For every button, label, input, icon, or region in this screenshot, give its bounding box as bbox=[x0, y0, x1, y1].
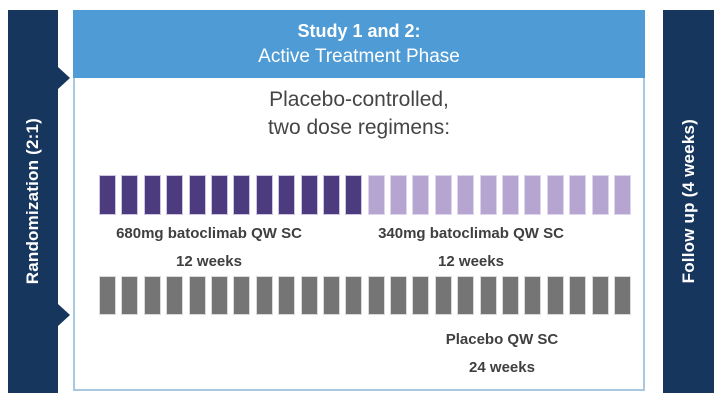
tick-bar-batoclimab-680 bbox=[167, 176, 183, 214]
study-description: Placebo-controlled, two dose regimens: bbox=[75, 86, 643, 142]
tick-bar-batoclimab-340 bbox=[592, 176, 608, 214]
tick-bar-placebo bbox=[256, 277, 272, 314]
tick-bar-batoclimab-340 bbox=[614, 176, 630, 214]
study-description-line2: two dose regimens: bbox=[267, 116, 451, 139]
tick-bar-placebo bbox=[234, 277, 250, 314]
tick-bar-batoclimab-680 bbox=[100, 176, 115, 214]
tick-bar-batoclimab-680 bbox=[211, 176, 227, 214]
tick-bar-batoclimab-680 bbox=[144, 176, 160, 214]
tick-bar-batoclimab-680 bbox=[256, 176, 272, 214]
tick-bar-batoclimab-340 bbox=[391, 176, 407, 214]
tick-bar-batoclimab-340 bbox=[435, 176, 451, 214]
panel-subtitle: Active Treatment Phase bbox=[258, 46, 460, 67]
tick-bar-batoclimab-340 bbox=[458, 176, 474, 214]
arrow-right-icon bbox=[58, 67, 70, 89]
tick-bar-batoclimab-340 bbox=[368, 176, 384, 214]
tick-bar-placebo bbox=[503, 277, 519, 314]
arm-placebo-duration: 24 weeks bbox=[469, 359, 535, 376]
tick-bar-placebo bbox=[525, 277, 541, 314]
arm-340mg-duration: 12 weeks bbox=[438, 253, 504, 270]
tick-bar-placebo bbox=[167, 277, 183, 314]
tick-bar-placebo bbox=[189, 277, 205, 314]
tick-bar-placebo bbox=[614, 277, 630, 314]
tick-bar-placebo bbox=[144, 277, 160, 314]
tick-bar-batoclimab-340 bbox=[503, 176, 519, 214]
tick-bar-batoclimab-340 bbox=[570, 176, 586, 214]
tick-bar-placebo bbox=[435, 277, 451, 314]
tick-bar-placebo bbox=[279, 277, 295, 314]
arm-label-340mg: 340mg batoclimab QW SC 12 weeks bbox=[378, 220, 564, 276]
tick-bar-batoclimab-680 bbox=[234, 176, 250, 214]
panel-title: Study 1 and 2: bbox=[297, 21, 421, 41]
followup-banner: Follow up (4 weeks) bbox=[663, 10, 714, 393]
tick-bar-placebo bbox=[301, 277, 317, 314]
tick-bar-placebo bbox=[346, 277, 362, 314]
tick-bar-batoclimab-680 bbox=[279, 176, 295, 214]
arm-680mg-name: 680mg batoclimab QW SC bbox=[116, 225, 302, 242]
tick-bar-batoclimab-680 bbox=[301, 176, 317, 214]
randomization-banner: Randomization (2:1) bbox=[8, 10, 70, 393]
tick-bar-placebo bbox=[592, 277, 608, 314]
arm-680mg-duration: 12 weeks bbox=[176, 253, 242, 270]
tick-bar-batoclimab-340 bbox=[480, 176, 496, 214]
tick-bar-placebo bbox=[391, 277, 407, 314]
arm-340mg-name: 340mg batoclimab QW SC bbox=[378, 225, 564, 242]
placebo-arm-timeline bbox=[100, 277, 630, 314]
tick-bar-placebo bbox=[570, 277, 586, 314]
tick-bar-placebo bbox=[458, 277, 474, 314]
tick-bar-batoclimab-680 bbox=[122, 176, 138, 214]
tick-bar-placebo bbox=[480, 277, 496, 314]
tick-bar-batoclimab-340 bbox=[413, 176, 429, 214]
arrow-right-icon bbox=[58, 304, 70, 326]
tick-bar-placebo bbox=[368, 277, 384, 314]
treatment-arms-timeline bbox=[100, 176, 630, 214]
tick-bar-placebo bbox=[211, 277, 227, 314]
study-description-line1: Placebo-controlled, bbox=[269, 88, 449, 111]
tick-bar-batoclimab-340 bbox=[547, 176, 563, 214]
arm-label-placebo: Placebo QW SC 24 weeks bbox=[446, 326, 559, 382]
tick-bar-placebo bbox=[323, 277, 339, 314]
tick-bar-placebo bbox=[122, 277, 138, 314]
tick-bar-placebo bbox=[413, 277, 429, 314]
followup-label: Follow up (4 weeks) bbox=[678, 119, 698, 284]
tick-bar-placebo bbox=[547, 277, 563, 314]
arm-label-680mg: 680mg batoclimab QW SC 12 weeks bbox=[116, 220, 302, 276]
tick-bar-batoclimab-340 bbox=[525, 176, 541, 214]
panel-header: Study 1 and 2: Active Treatment Phase bbox=[73, 10, 645, 78]
randomization-label: Randomization (2:1) bbox=[23, 118, 42, 285]
tick-bar-batoclimab-680 bbox=[189, 176, 205, 214]
tick-bar-batoclimab-680 bbox=[346, 176, 362, 214]
tick-bar-placebo bbox=[100, 277, 115, 314]
arm-placebo-name: Placebo QW SC bbox=[445, 331, 559, 348]
active-treatment-panel: Study 1 and 2: Active Treatment Phase Pl… bbox=[73, 10, 645, 391]
tick-bar-batoclimab-680 bbox=[323, 176, 339, 214]
